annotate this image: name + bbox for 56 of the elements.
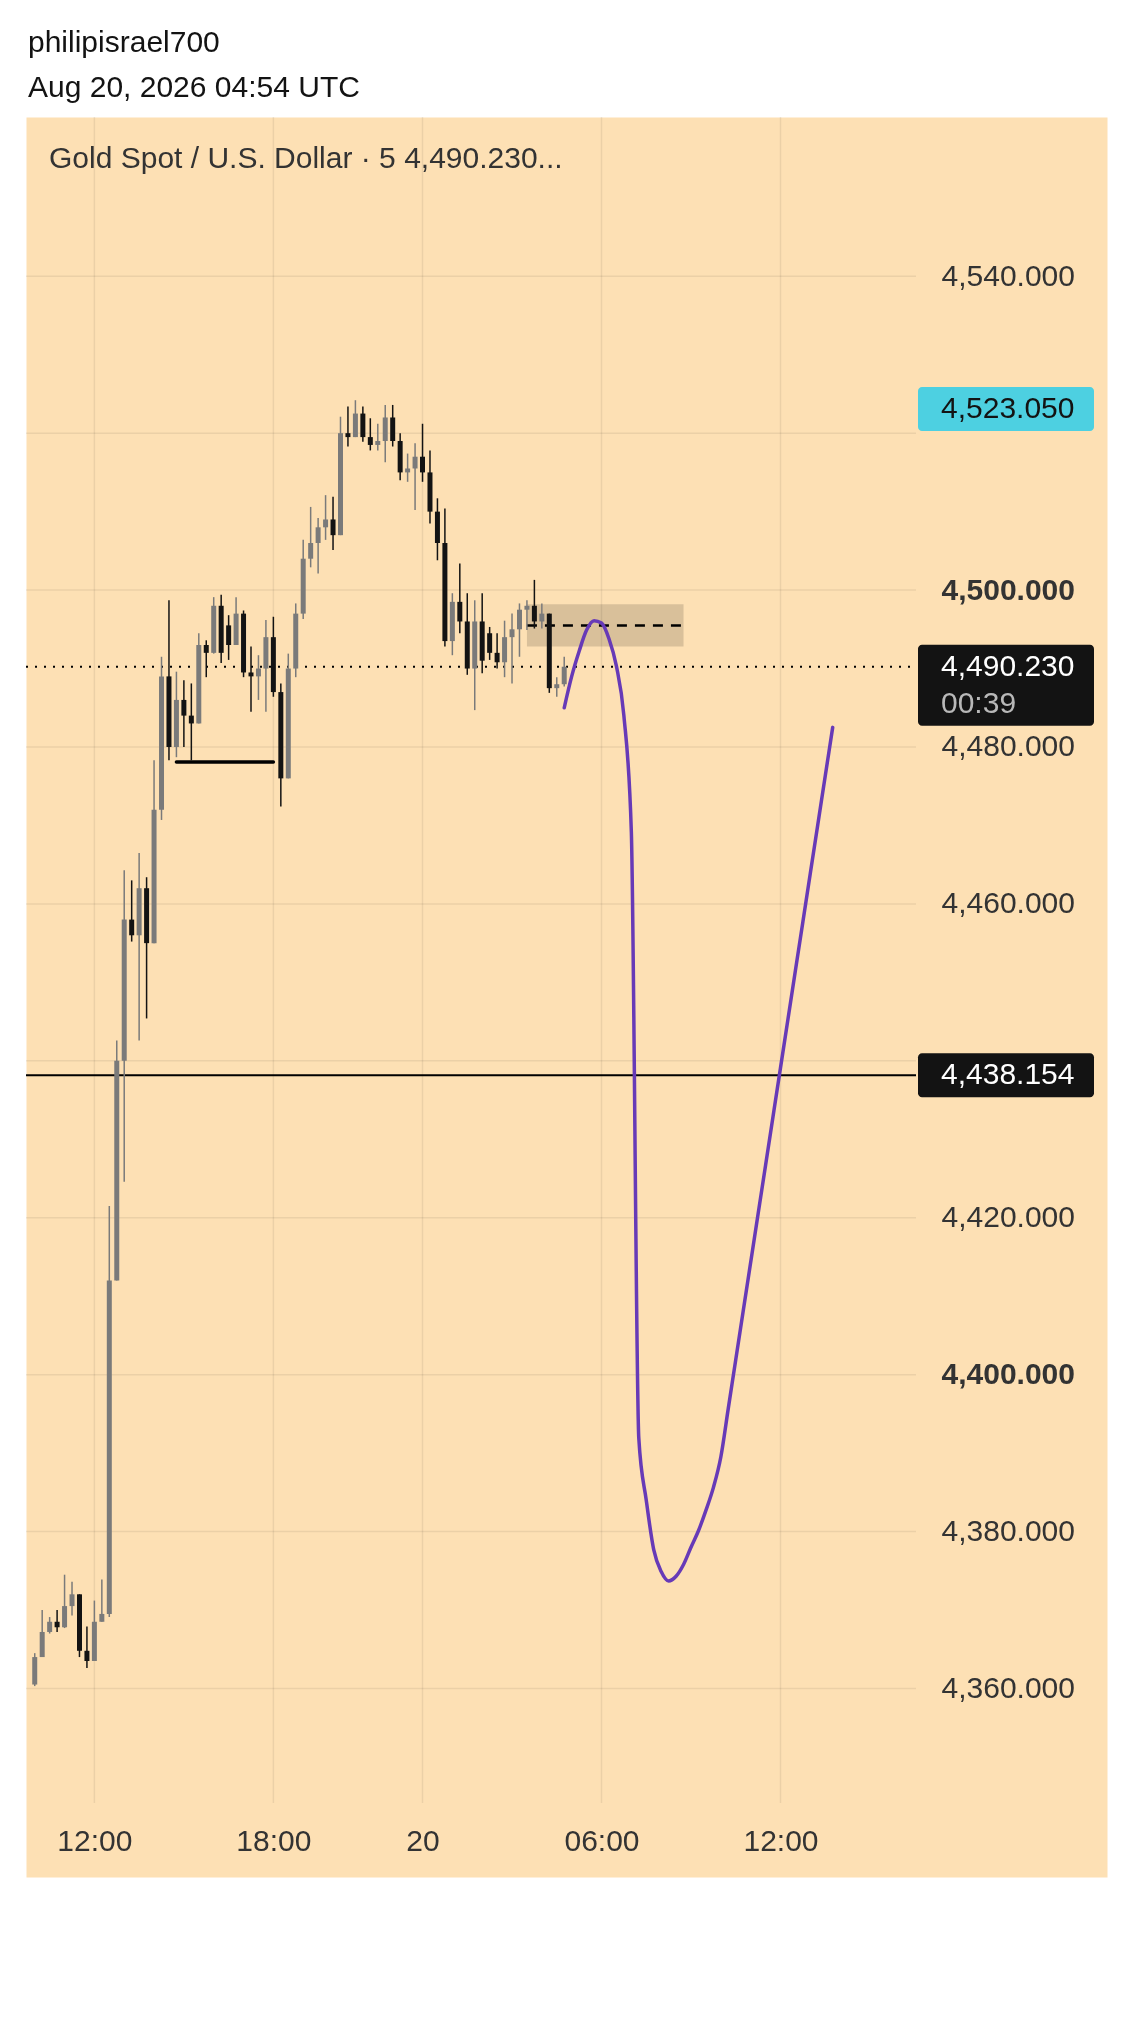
- candlestick: [203, 639, 209, 678]
- candlestick: [181, 679, 187, 748]
- candlestick: [62, 1573, 68, 1629]
- candlestick: [69, 1581, 75, 1617]
- line-series: [562, 618, 835, 1583]
- candlestick: [99, 1578, 105, 1623]
- candlestick: [524, 599, 530, 631]
- x-tick-label: 12:00: [743, 1823, 819, 1857]
- x-tick-label: 18:00: [236, 1823, 312, 1857]
- candlestick: [554, 676, 560, 698]
- candlestick: [531, 579, 537, 630]
- candlestick: [308, 506, 314, 569]
- candlestick: [375, 423, 381, 452]
- y-tick-label: 4,380.000: [941, 1514, 1075, 1548]
- candlestick: [382, 404, 388, 463]
- y-tick-label: 4,500.000: [941, 572, 1075, 606]
- candlestick: [494, 632, 500, 670]
- candlestick: [129, 879, 135, 943]
- x-tick-label: 12:00: [57, 1823, 133, 1857]
- ref-line-label: 4,438.154: [941, 1057, 1075, 1091]
- candlestick: [539, 602, 545, 630]
- y-tick-label: 4,360.000: [941, 1670, 1075, 1704]
- y-tick-label: 4,460.000: [941, 886, 1075, 920]
- candlestick: [457, 562, 463, 634]
- text: Aug 20, 2026 04:54 UTC: [28, 69, 360, 103]
- candlestick: [255, 654, 261, 701]
- text: 4,523.050: [941, 391, 1075, 424]
- text: philipisrael700: [28, 25, 220, 58]
- y-tick-label: 4,540.000: [941, 258, 1075, 292]
- candlestick: [390, 404, 396, 448]
- ref-line-label: 4,490.230 00:39: [941, 648, 1075, 719]
- candlestick: [226, 614, 232, 661]
- candlestick: [412, 442, 418, 511]
- y-tick-label: 4,480.000: [941, 729, 1075, 763]
- candlestick: [561, 656, 567, 688]
- y-tick-label: 4,420.000: [941, 1200, 1075, 1234]
- candlestick: [420, 423, 426, 483]
- candlestick: [84, 1625, 90, 1669]
- candlestick: [54, 1609, 60, 1633]
- candlestick: [405, 452, 411, 483]
- candlestick: [352, 399, 358, 438]
- candlestick: [360, 405, 366, 443]
- y-tick-label: 4,400.000: [941, 1357, 1075, 1391]
- text: Gold Spot / U.S. Dollar · 5 4,490.230...: [49, 141, 563, 174]
- candlestick: [188, 682, 194, 762]
- x-tick-label: 20: [406, 1823, 440, 1857]
- candlestick: [345, 405, 351, 448]
- candlestick: [487, 626, 493, 661]
- x-tick-label: 06:00: [564, 1823, 640, 1857]
- candlestick: [516, 602, 522, 658]
- candlestick: [315, 517, 321, 575]
- candlestick: [330, 495, 336, 551]
- candlestick: [323, 494, 329, 541]
- candlestick: [367, 417, 373, 452]
- candlestick: [509, 612, 515, 685]
- candlestick: [248, 645, 254, 713]
